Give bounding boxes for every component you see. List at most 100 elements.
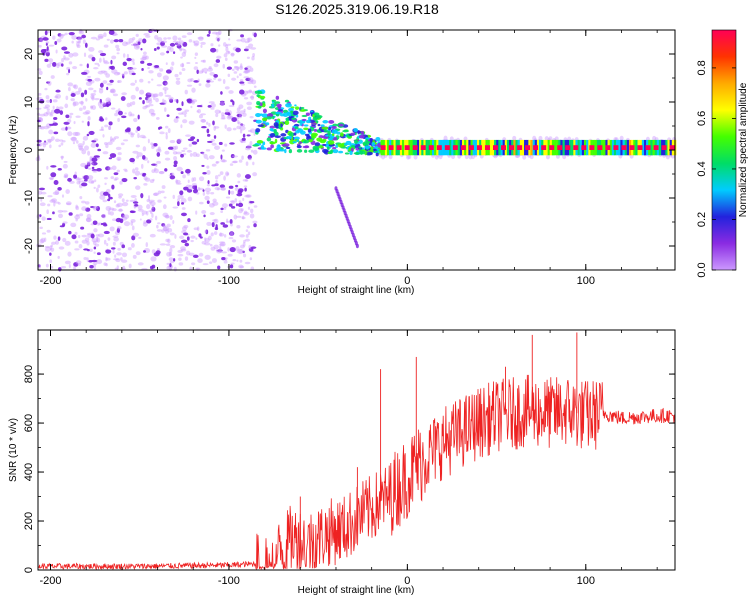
spectral-carrier-halo [464,154,469,160]
spectral-noise-blob [220,101,225,106]
spectral-noise-blob [200,41,206,45]
spectral-carrier-band [603,139,606,156]
spectral-noise-blob [120,96,126,101]
spectral-transition-blob [271,103,275,108]
spectral-noise-blob [121,73,125,77]
spectral-noise-blob [243,108,246,113]
spectral-noise-blob [245,161,249,166]
spectral-noise-blob [211,142,217,146]
spectral-transition-blob [308,139,313,143]
spectral-noise-blob [91,166,95,170]
spectral-noise-blob [165,132,168,135]
spectral-noise-blob [176,107,182,111]
spectral-noise-blob [81,200,86,204]
spectral-noise-blob [240,208,244,212]
spectral-noise-blob [124,112,127,115]
spectral-carrier-peak [404,145,410,150]
spectral-noise-blob [216,250,222,254]
spectral-noise-blob [236,215,242,218]
spectral-carrier-band [667,139,670,156]
spectral-transition-blob [358,135,365,139]
spectral-noise-blob [61,155,64,160]
spectral-noise-blob [225,44,229,48]
spectral-noise-blob [75,204,78,209]
spectral-noise-blob [42,37,49,41]
spectral-noise-blob [181,101,184,107]
spectral-noise-blob [239,129,243,134]
spectral-noise-blob [81,149,87,155]
spectral-carrier-band [481,139,484,156]
spectral-noise-blob [172,51,176,55]
spectral-noise-blob [67,118,72,124]
spectral-carrier-peak [637,145,643,150]
spectral-carrier-band [611,139,615,156]
spectral-noise-blob [181,149,186,153]
spectral-transition-blob [357,131,361,134]
spectral-noise-blob [169,98,174,103]
spectral-noise-blob [88,46,95,52]
spectral-carrier-band [594,139,598,156]
spectral-noise-blob [81,234,88,238]
spectral-noise-blob [125,199,129,202]
spectral-noise-blob [181,51,187,58]
spectral-noise-blob [67,251,72,257]
spectral-noise-blob [178,262,184,266]
spectral-noise-blob [78,87,82,93]
spectral-carrier-band [635,139,638,156]
spectral-noise-blob [218,243,225,246]
spectral-carrier-peak [525,145,531,150]
spectral-noise-blob [174,234,177,239]
spectral-carrier-peak [597,145,603,150]
spectral-noise-blob [244,187,247,192]
spectral-transition-blob [301,114,308,118]
spectral-transition-blob [335,144,339,149]
spectral-noise-blob [209,243,213,247]
spectral-noise-blob [78,107,83,111]
spectral-noise-blob [168,257,174,262]
spectral-noise-blob [147,81,151,84]
spectral-noise-blob [181,207,186,210]
spectral-carrier-halo [665,154,670,160]
spectral-transition-blob [257,102,261,105]
spectral-noise-blob [62,237,67,243]
spectral-noise-blob [172,258,176,262]
spectral-noise-blob [89,156,93,162]
spectral-noise-blob [235,246,240,251]
spectral-noise-blob [231,206,236,209]
spectral-noise-blob [62,140,66,143]
spectral-noise-blob [247,129,253,133]
spectral-noise-blob [132,168,136,174]
spectral-noise-blob [115,204,120,208]
spectral-carrier-band [547,139,550,156]
spectral-noise-blob [244,69,249,73]
spectral-noise-blob [183,186,189,191]
spectral-noise-blob [114,177,119,181]
y-tick-label: 10 [23,96,35,108]
spectral-noise-blob [68,61,73,65]
spectral-noise-blob [86,162,91,167]
spectral-transition-blob [295,106,300,110]
spectral-noise-blob [164,94,172,98]
spectral-noise-blob [56,38,62,43]
spectral-transition-blob [332,147,337,150]
spectral-noise-blob [210,139,215,142]
spectral-noise-blob [252,161,255,166]
spectral-noise-blob [142,38,147,44]
spectral-noise-blob [110,88,116,94]
spectral-noise-blob [223,260,228,264]
spectral-noise-blob [246,194,252,198]
spectral-noise-blob [82,140,85,145]
spectral-noise-blob [209,80,214,83]
spectral-noise-blob [162,226,170,232]
spectral-noise-blob [134,170,141,176]
spectral-noise-blob [238,264,244,269]
spectral-noise-blob [191,262,196,266]
spectral-noise-blob [121,115,127,119]
spectral-noise-blob [157,146,161,152]
spectral-carrier-peak [613,145,619,150]
spectral-noise-blob [172,194,176,199]
spectral-noise-blob [221,203,228,208]
spectral-carrier-band [521,139,525,156]
spectral-noise-blob [74,214,81,220]
spectral-noise-blob [243,70,247,74]
